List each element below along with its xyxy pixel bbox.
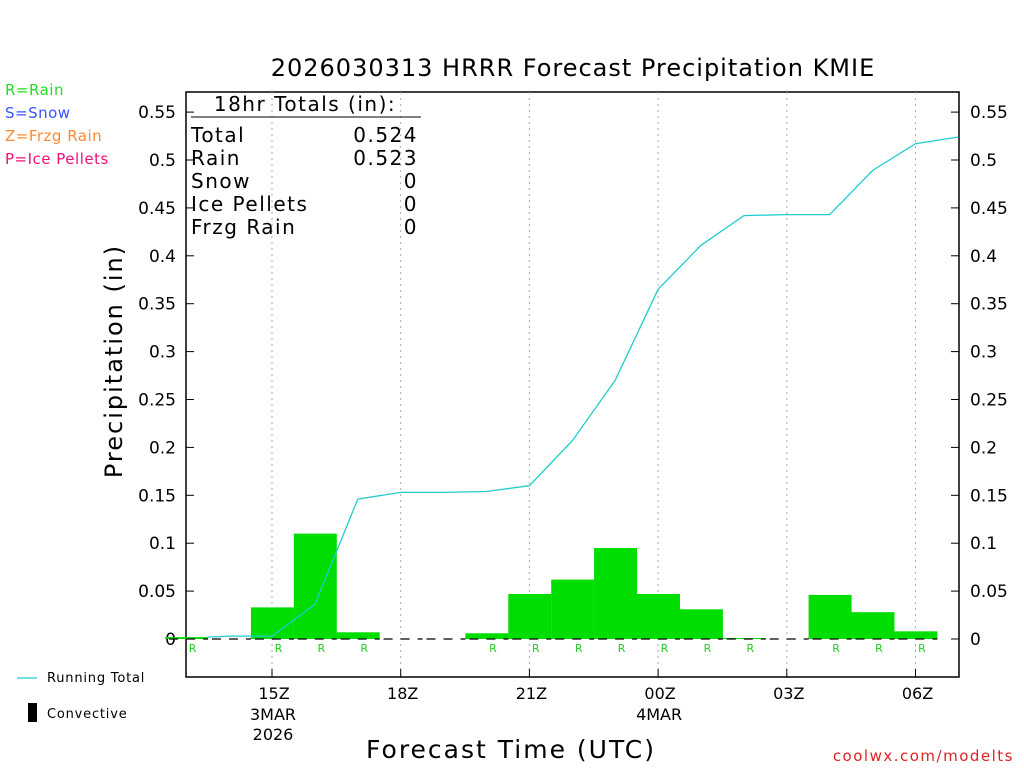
x-axis-label: Forecast Time (UTC) <box>366 735 656 764</box>
running-total-line <box>207 136 959 638</box>
y-tick-label-right: 0 <box>970 630 981 650</box>
totals-row-label: Snow <box>191 169 251 193</box>
y-tick-label-left: 0.05 <box>138 582 176 602</box>
plot-area <box>185 91 960 678</box>
right-y-axis: 0 0.05 0.1 0.15 0.2 0.25 0.3 0.35 0.4 0.45 0.5 0.55 <box>951 103 1008 650</box>
ptype-label: R <box>489 642 497 655</box>
legend-bar-marker <box>28 703 37 722</box>
left-y-axis: 0 0.05 0.1 0.15 0.2 0.25 0.3 0.35 0.4 0.45 0.5 0.55 <box>138 103 194 650</box>
rain-bar <box>551 579 595 639</box>
totals-table: 18hr Totals (in): Total 0.524 Rain 0.523 Sno… <box>190 92 421 239</box>
rain-bar <box>637 593 680 639</box>
rain-bar <box>851 612 895 639</box>
series-legend: Running Total Convective <box>17 671 145 722</box>
rain-bar <box>250 607 294 639</box>
rain-bar <box>594 547 638 639</box>
ptype-label: R <box>746 642 754 655</box>
ptype-label: R <box>832 642 840 655</box>
ptype-legend-item: Z=Frzg Rain <box>5 127 102 145</box>
legend-label: Running Total <box>47 671 145 686</box>
totals-row-value: 0.524 <box>353 123 418 147</box>
ptype-label: R <box>918 642 926 655</box>
y-tick-label-right: 0.35 <box>970 295 1008 315</box>
rain-bar <box>679 609 723 639</box>
ptype-label: R <box>189 642 197 655</box>
ptype-label: R <box>532 642 540 655</box>
y-tick-label-left: 0.2 <box>149 438 176 458</box>
rain-bar <box>808 594 852 639</box>
y-tick-label-left: 0.25 <box>138 391 176 411</box>
y-tick-label-right: 0.2 <box>970 438 997 458</box>
x-tick-label: 03Z <box>773 684 804 703</box>
ptype-legend-item: R=Rain <box>5 81 64 99</box>
ptype-label: R <box>704 642 712 655</box>
y-tick-label-right: 0.5 <box>970 151 997 171</box>
chart-title: 2026030313 HRRR Forecast Precipitation K… <box>271 54 876 82</box>
precip-type-legend: R=Rain S=Snow Z=Frzg Rain P=Ice Pellets <box>5 81 109 168</box>
x-tick-label: 21Z <box>516 684 547 703</box>
rain-bar <box>508 593 552 639</box>
totals-row-label: Ice Pellets <box>191 192 308 216</box>
x-tick-sublabel: 3MAR <box>250 705 296 724</box>
y-tick-label-right: 0.25 <box>970 391 1008 411</box>
x-tick-label: 15Z <box>258 684 289 703</box>
x-tick-label: 06Z <box>902 684 933 703</box>
y-tick-label-left: 0.55 <box>138 103 176 123</box>
rain-bar <box>165 637 209 639</box>
y-tick-label-left: 0.35 <box>138 295 176 315</box>
credit-text: coolwx.com/modelts <box>833 747 1014 765</box>
y-tick-label-left: 0.3 <box>149 343 176 363</box>
ptype-label: R <box>661 642 669 655</box>
rain-bar <box>336 632 380 639</box>
y-tick-label-left: 0.1 <box>149 534 176 554</box>
totals-row-label: Total <box>190 123 245 147</box>
y-tick-label-right: 0.05 <box>970 582 1008 602</box>
totals-rows: Total 0.524 Rain 0.523 Snow 0 Ice Pellets 0 Frzg… <box>190 123 418 239</box>
totals-row-value: 0 <box>404 169 418 193</box>
x-tick-label: 00Z <box>644 684 675 703</box>
y-tick-label-left: 0.45 <box>138 199 176 219</box>
ptype-label: R <box>618 642 626 655</box>
y-tick-label-left: 0.15 <box>138 486 176 506</box>
rain-bar <box>465 633 509 639</box>
y-tick-label-right: 0.4 <box>970 247 997 267</box>
y-tick-label-right: 0.45 <box>970 199 1008 219</box>
y-tick-label-left: 0 <box>165 630 176 650</box>
ptype-legend-item: P=Ice Pellets <box>5 150 109 168</box>
totals-row-value: 0 <box>404 192 418 216</box>
y-tick-label-left: 0.4 <box>149 247 176 267</box>
ptype-legend-item: S=Snow <box>5 104 71 122</box>
ptype-label: R <box>360 642 368 655</box>
x-tick-label: 18Z <box>387 684 418 703</box>
ptype-label: R <box>275 642 283 655</box>
x-tick-sublabel: 2026 <box>253 725 294 744</box>
ptype-label: R <box>875 642 883 655</box>
totals-heading: 18hr Totals (in): <box>214 92 396 116</box>
rain-bar <box>894 631 938 639</box>
y-tick-label-left: 0.5 <box>149 151 176 171</box>
totals-row-label: Frzg Rain <box>191 215 296 239</box>
y-tick-label-right: 0.1 <box>970 534 997 554</box>
y-tick-label-right: 0.55 <box>970 103 1008 123</box>
totals-row-value: 0 <box>404 215 418 239</box>
rain-bar <box>293 533 337 639</box>
y-tick-label-right: 0.15 <box>970 486 1008 506</box>
legend-label: Convective <box>47 707 128 722</box>
rain-bars <box>165 533 938 640</box>
totals-row-value: 0.523 <box>353 146 418 170</box>
y-axis-label: Precipitation (in) <box>100 244 128 478</box>
vertical-gridlines <box>271 92 916 677</box>
ptype-label: R <box>575 642 583 655</box>
totals-row-label: Rain <box>191 146 241 170</box>
x-tick-sublabel: 4MAR <box>636 705 682 724</box>
ptype-label: R <box>317 642 325 655</box>
y-tick-label-right: 0.3 <box>970 343 997 363</box>
